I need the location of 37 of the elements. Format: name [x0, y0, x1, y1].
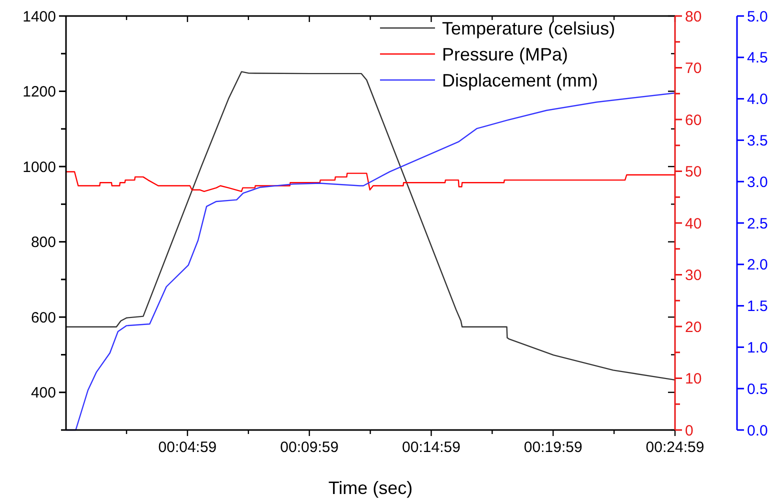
y2-tick-label: 20	[685, 318, 702, 336]
y3-tick-label: 2.0	[747, 256, 768, 274]
y3-tick-label: 0.0	[747, 422, 768, 440]
y2-tick-label: 0	[685, 422, 694, 440]
x-tick-label: 00:19:59	[524, 439, 582, 456]
legend-label: Displacement (mm)	[442, 70, 598, 90]
y3-tick-label: 3.0	[747, 174, 768, 191]
x-tick-label: 00:09:59	[280, 439, 339, 456]
y2-tick-label: 30	[685, 267, 702, 284]
y2-tick-label: 50	[685, 164, 702, 180]
y-tick-label: 1400	[22, 8, 56, 26]
y2-tick-label: 60	[685, 112, 702, 129]
y3-tick-label: 1.0	[747, 339, 768, 356]
y3-tick-label: 4.5	[747, 50, 768, 67]
y3-tick-label: 4.0	[747, 91, 768, 108]
y3-tick-label: 5.0	[747, 8, 768, 26]
legend-label: Pressure (MPa)	[442, 44, 568, 64]
y-tick-label: 600	[30, 309, 56, 326]
x-axis-title: Time (sec)	[328, 478, 413, 498]
y3-tick-label: 1.5	[747, 298, 768, 316]
y-tick-label: 1000	[22, 158, 56, 176]
y2-tick-label: 70	[685, 60, 702, 77]
y-tick-label: 400	[30, 384, 56, 402]
y3-tick-label: 2.5	[747, 215, 768, 232]
legend-label: Temperature (celsius)	[442, 18, 616, 38]
y3-tick-label: 0.5	[747, 380, 768, 398]
x-tick-label: 00:14:59	[402, 439, 460, 456]
x-tick-label: 00:04:59	[158, 439, 217, 456]
y3-tick-label: 3.5	[747, 132, 768, 150]
x-tick-label: 00:24:59	[646, 439, 704, 456]
y2-tick-label: 40	[685, 215, 702, 232]
line-series	[65, 71, 676, 381]
y2-tick-label: 10	[685, 370, 702, 388]
y-tick-label: 1200	[22, 84, 56, 101]
y-tick-label: 800	[30, 234, 56, 252]
line-series	[65, 171, 676, 192]
y2-tick-label: 80	[685, 8, 702, 26]
